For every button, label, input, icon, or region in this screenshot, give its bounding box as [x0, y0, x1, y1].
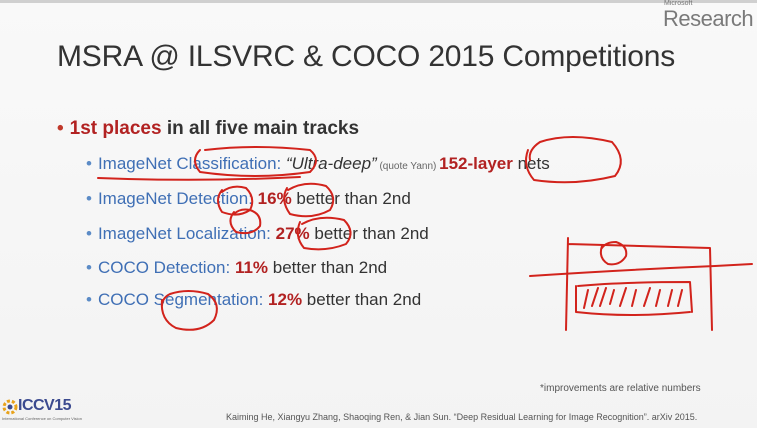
- main-bullet-rest: in all five main tracks: [161, 118, 360, 139]
- bullet-dot-icon: •: [86, 189, 92, 208]
- iccv-logo-subtitle: International Conference on Computer Vis…: [2, 416, 82, 421]
- quote-note: (quote Yann): [376, 161, 440, 172]
- main-bullet-highlight: 1st places: [69, 118, 162, 139]
- ink-hatch-frame: [575, 281, 693, 316]
- improvement-value: 27%: [275, 224, 310, 243]
- improvement-value: 12%: [268, 290, 303, 309]
- quote-text: “Ultra-deep”: [285, 154, 377, 173]
- iccv-emblem-icon: [2, 399, 18, 415]
- ink-horizontal-line: [529, 263, 753, 277]
- track-name: COCO Detection: [97, 258, 226, 277]
- ink-inner-circle: [599, 241, 628, 266]
- list-item-localization: • ImageNet Localization: 27% better than …: [86, 224, 429, 243]
- bullet-dot-icon: •: [57, 118, 64, 139]
- list-item-coco-segmentation: • COCO Segmentation: 12% better than 2nd: [86, 290, 422, 309]
- list-item-detection: • ImageNet Detection: 16% better than 2nd: [86, 189, 411, 208]
- research-logo: Research: [663, 6, 754, 31]
- ink-underline-classification: [97, 176, 301, 181]
- track-name: COCO Segmentation: [97, 290, 259, 309]
- iccv-logo: ICCV15 International Conference on Compu…: [2, 396, 82, 426]
- main-bullet: • 1st places in all five main tracks: [57, 118, 359, 140]
- bullet-dot-icon: •: [86, 258, 92, 277]
- list-item-coco-detection: • COCO Detection: 11% better than 2nd: [86, 258, 388, 277]
- slide-title: MSRA @ ILSVRC & COCO 2015 Competitions: [57, 40, 676, 73]
- top-bar: [0, 0, 757, 3]
- improvement-value: 11%: [234, 258, 269, 277]
- citation: Kaiming He, Xiangyu Zhang, Shaoqing Ren,…: [226, 412, 698, 422]
- ink-hatch-lines: [583, 287, 683, 309]
- track-name: ImageNet Localization: [97, 224, 267, 243]
- bullet-dot-icon: •: [86, 154, 92, 173]
- microsoft-label: Microsoft: [664, 0, 693, 7]
- list-item-classification: • ImageNet Classification: “Ultra-deep” (…: [86, 154, 550, 173]
- track-name: ImageNet Classification: [97, 154, 277, 173]
- improvement-value: 16%: [257, 189, 292, 208]
- layer-count: 152-layer: [439, 154, 513, 173]
- iccv-logo-text: ICCV15: [18, 397, 72, 414]
- footnote: *improvements are relative numbers: [540, 383, 701, 394]
- ink-box: [565, 237, 713, 331]
- bullet-dot-icon: •: [86, 290, 92, 309]
- bullet-dot-icon: •: [86, 224, 92, 243]
- track-name: ImageNet Detection: [97, 189, 249, 208]
